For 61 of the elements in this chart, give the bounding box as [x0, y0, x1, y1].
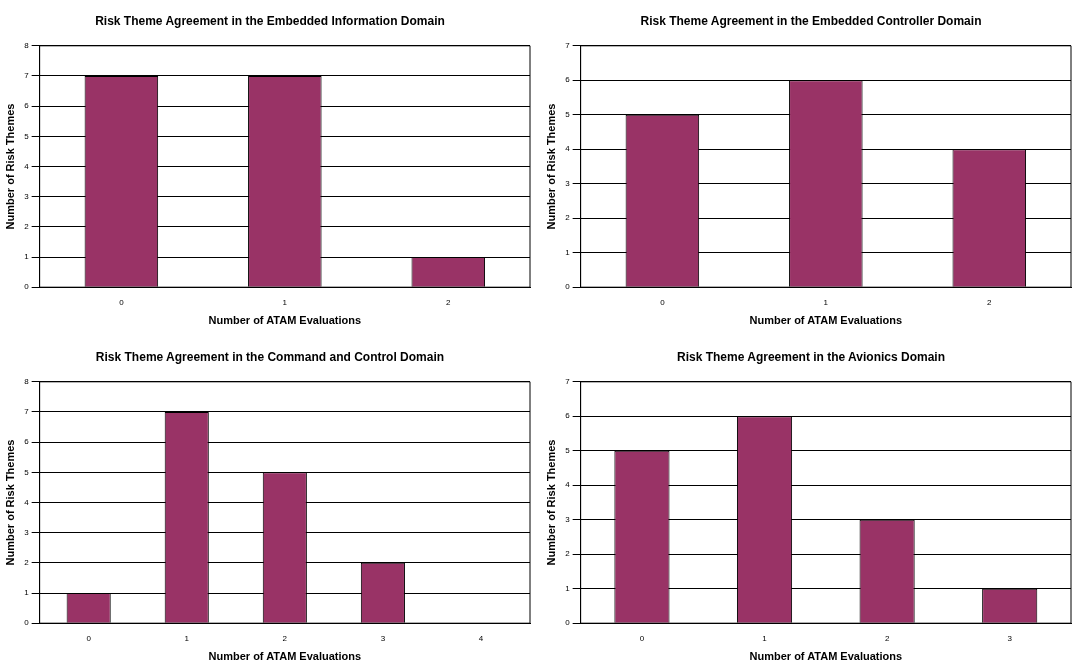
- x-tick-label: 3: [380, 634, 386, 644]
- y-tick-label: 4: [565, 144, 571, 154]
- y-tick-label: 1: [565, 247, 571, 257]
- x-tick-label: 4: [478, 634, 484, 644]
- x-axis-title: Number of ATAM Evaluations: [749, 650, 903, 663]
- y-tick-label: 3: [24, 527, 30, 537]
- x-axis-title: Number of ATAM Evaluations: [208, 314, 362, 327]
- y-tick-label: 7: [24, 407, 30, 417]
- chart-title: Risk Theme Agreement in the Embedded Information Domain: [94, 13, 446, 30]
- y-tick-label: 7: [565, 377, 571, 386]
- x-tick-label: 1: [184, 634, 190, 644]
- y-tick-label: 2: [24, 222, 30, 232]
- x-tick-label: 0: [660, 298, 666, 308]
- y-tick-label: 4: [24, 497, 30, 507]
- y-tick-label: 2: [565, 549, 571, 559]
- x-axis-title: Number of ATAM Evaluations: [208, 650, 362, 663]
- y-tick-label: 6: [24, 101, 30, 111]
- y-axis-title: Number of Risk Themes: [544, 439, 557, 566]
- y-tick-label: 7: [24, 71, 30, 81]
- y-tick-label: 0: [24, 618, 30, 628]
- x-tick-label: 0: [639, 634, 645, 644]
- y-tick-label: 6: [24, 437, 30, 447]
- y-tick-label: 4: [565, 480, 571, 490]
- y-tick-label: 0: [24, 282, 30, 292]
- y-tick-label: 6: [565, 75, 571, 85]
- y-tick-label: 5: [565, 445, 571, 455]
- y-tick-label: 8: [24, 377, 30, 386]
- x-tick-label: 1: [823, 298, 829, 308]
- y-tick-label: 5: [565, 109, 571, 119]
- y-tick-label: 8: [24, 41, 30, 50]
- x-tick-label: 2: [446, 298, 452, 308]
- x-tick-label: 1: [282, 298, 288, 308]
- y-tick-label: 1: [24, 252, 30, 262]
- y-tick-label: 0: [565, 618, 571, 628]
- x-tick-label: 0: [119, 298, 125, 308]
- x-tick-label: 1: [762, 634, 768, 644]
- y-tick-label: 0: [565, 282, 571, 292]
- y-tick-label: 6: [565, 411, 571, 421]
- y-tick-label: 1: [565, 583, 571, 593]
- y-tick-label: 7: [565, 41, 571, 50]
- y-tick-label: 3: [565, 178, 571, 188]
- x-tick-label: 2: [282, 634, 288, 644]
- y-tick-label: 5: [24, 131, 30, 141]
- y-tick-label: 2: [24, 558, 30, 568]
- chart-title: Risk Theme Agreement in the Embedded Controller Domain: [639, 13, 983, 30]
- y-tick-label: 3: [565, 514, 571, 524]
- chart-title: Risk Theme Agreement in the Avionics Domain: [675, 349, 947, 366]
- y-tick-label: 2: [565, 213, 571, 223]
- y-tick-label: 1: [24, 588, 30, 598]
- x-tick-label: 0: [86, 634, 92, 644]
- y-tick-label: 4: [24, 161, 30, 171]
- y-tick-label: 5: [24, 467, 30, 477]
- x-tick-label: 2: [987, 298, 993, 308]
- x-axis-title: Number of ATAM Evaluations: [749, 314, 903, 327]
- chart-title: Risk Theme Agreement in the Command and Control Domain: [94, 349, 446, 366]
- x-tick-label: 3: [1007, 634, 1013, 644]
- y-axis-title: Number of Risk Themes: [3, 103, 16, 230]
- y-axis-title: Number of Risk Themes: [3, 439, 16, 566]
- y-tick-label: 3: [24, 191, 30, 201]
- x-tick-label: 2: [884, 634, 890, 644]
- y-axis-title: Number of Risk Themes: [544, 103, 557, 230]
